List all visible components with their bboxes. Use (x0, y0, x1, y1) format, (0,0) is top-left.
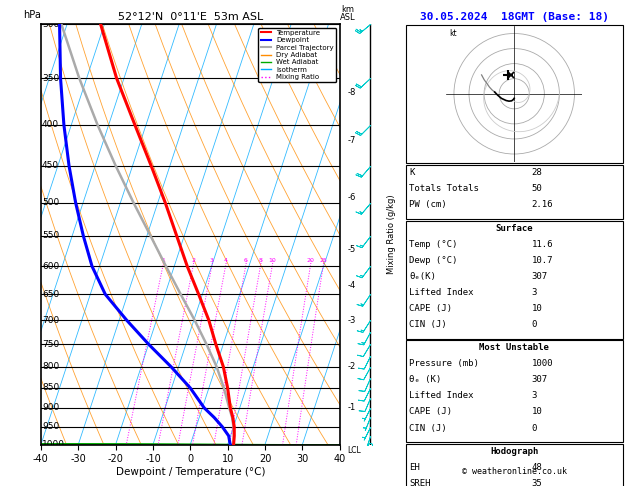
Text: 3: 3 (532, 391, 537, 400)
Text: 3: 3 (210, 258, 214, 263)
Text: -6: -6 (348, 193, 356, 202)
Text: 650: 650 (42, 290, 59, 299)
Text: Mixing Ratio (g/kg): Mixing Ratio (g/kg) (387, 195, 396, 274)
Text: © weatheronline.co.uk: © weatheronline.co.uk (462, 467, 567, 476)
Text: θₑ (K): θₑ (K) (409, 375, 442, 384)
Text: 20: 20 (306, 258, 314, 263)
Text: 600: 600 (42, 262, 59, 271)
Legend: Temperature, Dewpoint, Parcel Trajectory, Dry Adiabat, Wet Adiabat, Isotherm, Mi: Temperature, Dewpoint, Parcel Trajectory… (259, 28, 336, 82)
Text: 800: 800 (42, 362, 59, 371)
Text: 11.6: 11.6 (532, 240, 553, 249)
Text: 3: 3 (532, 288, 537, 297)
Text: -4: -4 (348, 280, 356, 290)
Text: 1000: 1000 (532, 359, 553, 368)
Text: K: K (409, 168, 415, 177)
Text: Pressure (mb): Pressure (mb) (409, 359, 479, 368)
Text: 350: 350 (42, 73, 59, 83)
Text: 35: 35 (532, 479, 542, 486)
Title: 52°12'N  0°11'E  53m ASL: 52°12'N 0°11'E 53m ASL (118, 12, 263, 22)
Text: 550: 550 (42, 231, 59, 241)
Text: 0: 0 (532, 320, 537, 329)
Text: 400: 400 (42, 120, 59, 129)
Text: -8: -8 (348, 88, 356, 97)
Text: Totals Totals: Totals Totals (409, 184, 479, 193)
Text: ASL: ASL (340, 13, 355, 22)
Text: 10: 10 (269, 258, 276, 263)
Text: 8: 8 (259, 258, 262, 263)
Text: 0: 0 (532, 423, 537, 433)
Text: Temp (°C): Temp (°C) (409, 240, 458, 249)
Text: 950: 950 (42, 422, 59, 431)
Text: Lifted Index: Lifted Index (409, 288, 474, 297)
Text: 28: 28 (532, 168, 542, 177)
Text: 700: 700 (42, 315, 59, 325)
Text: 750: 750 (42, 340, 59, 349)
Text: 30.05.2024  18GMT (Base: 18): 30.05.2024 18GMT (Base: 18) (420, 12, 609, 22)
X-axis label: Dewpoint / Temperature (°C): Dewpoint / Temperature (°C) (116, 467, 265, 477)
Text: EH: EH (409, 463, 420, 472)
Text: Dewp (°C): Dewp (°C) (409, 256, 458, 265)
Text: LCL: LCL (348, 447, 361, 455)
Text: 10: 10 (532, 407, 542, 417)
Text: Hodograph: Hodograph (490, 447, 538, 456)
Text: -2: -2 (348, 362, 356, 371)
Text: km: km (341, 5, 354, 14)
Text: 307: 307 (532, 272, 548, 281)
Text: 1000: 1000 (42, 440, 65, 449)
Text: CAPE (J): CAPE (J) (409, 304, 452, 313)
Text: 307: 307 (532, 375, 548, 384)
Text: PW (cm): PW (cm) (409, 200, 447, 209)
Text: SREH: SREH (409, 479, 431, 486)
Text: 48: 48 (532, 463, 542, 472)
Text: 25: 25 (320, 258, 327, 263)
Text: 2: 2 (191, 258, 195, 263)
Text: 1: 1 (161, 258, 165, 263)
Text: CIN (J): CIN (J) (409, 320, 447, 329)
Text: 2.16: 2.16 (532, 200, 553, 209)
Text: 10.7: 10.7 (532, 256, 553, 265)
Text: 850: 850 (42, 383, 59, 392)
Text: -5: -5 (348, 245, 356, 254)
Text: CAPE (J): CAPE (J) (409, 407, 452, 417)
Text: CIN (J): CIN (J) (409, 423, 447, 433)
Text: θₑ(K): θₑ(K) (409, 272, 437, 281)
Text: hPa: hPa (23, 10, 41, 20)
Text: 450: 450 (42, 161, 59, 171)
Text: 4: 4 (224, 258, 228, 263)
Text: 10: 10 (532, 304, 542, 313)
Text: Lifted Index: Lifted Index (409, 391, 474, 400)
Text: -7: -7 (348, 136, 356, 145)
Text: 900: 900 (42, 403, 59, 413)
Text: -1: -1 (348, 403, 356, 413)
Text: 6: 6 (244, 258, 248, 263)
Text: kt: kt (450, 30, 457, 38)
Text: Most Unstable: Most Unstable (479, 343, 549, 352)
Text: Surface: Surface (496, 224, 533, 233)
Text: -3: -3 (348, 315, 356, 325)
Text: 50: 50 (532, 184, 542, 193)
Text: 300: 300 (42, 20, 59, 29)
Text: 500: 500 (42, 198, 59, 207)
